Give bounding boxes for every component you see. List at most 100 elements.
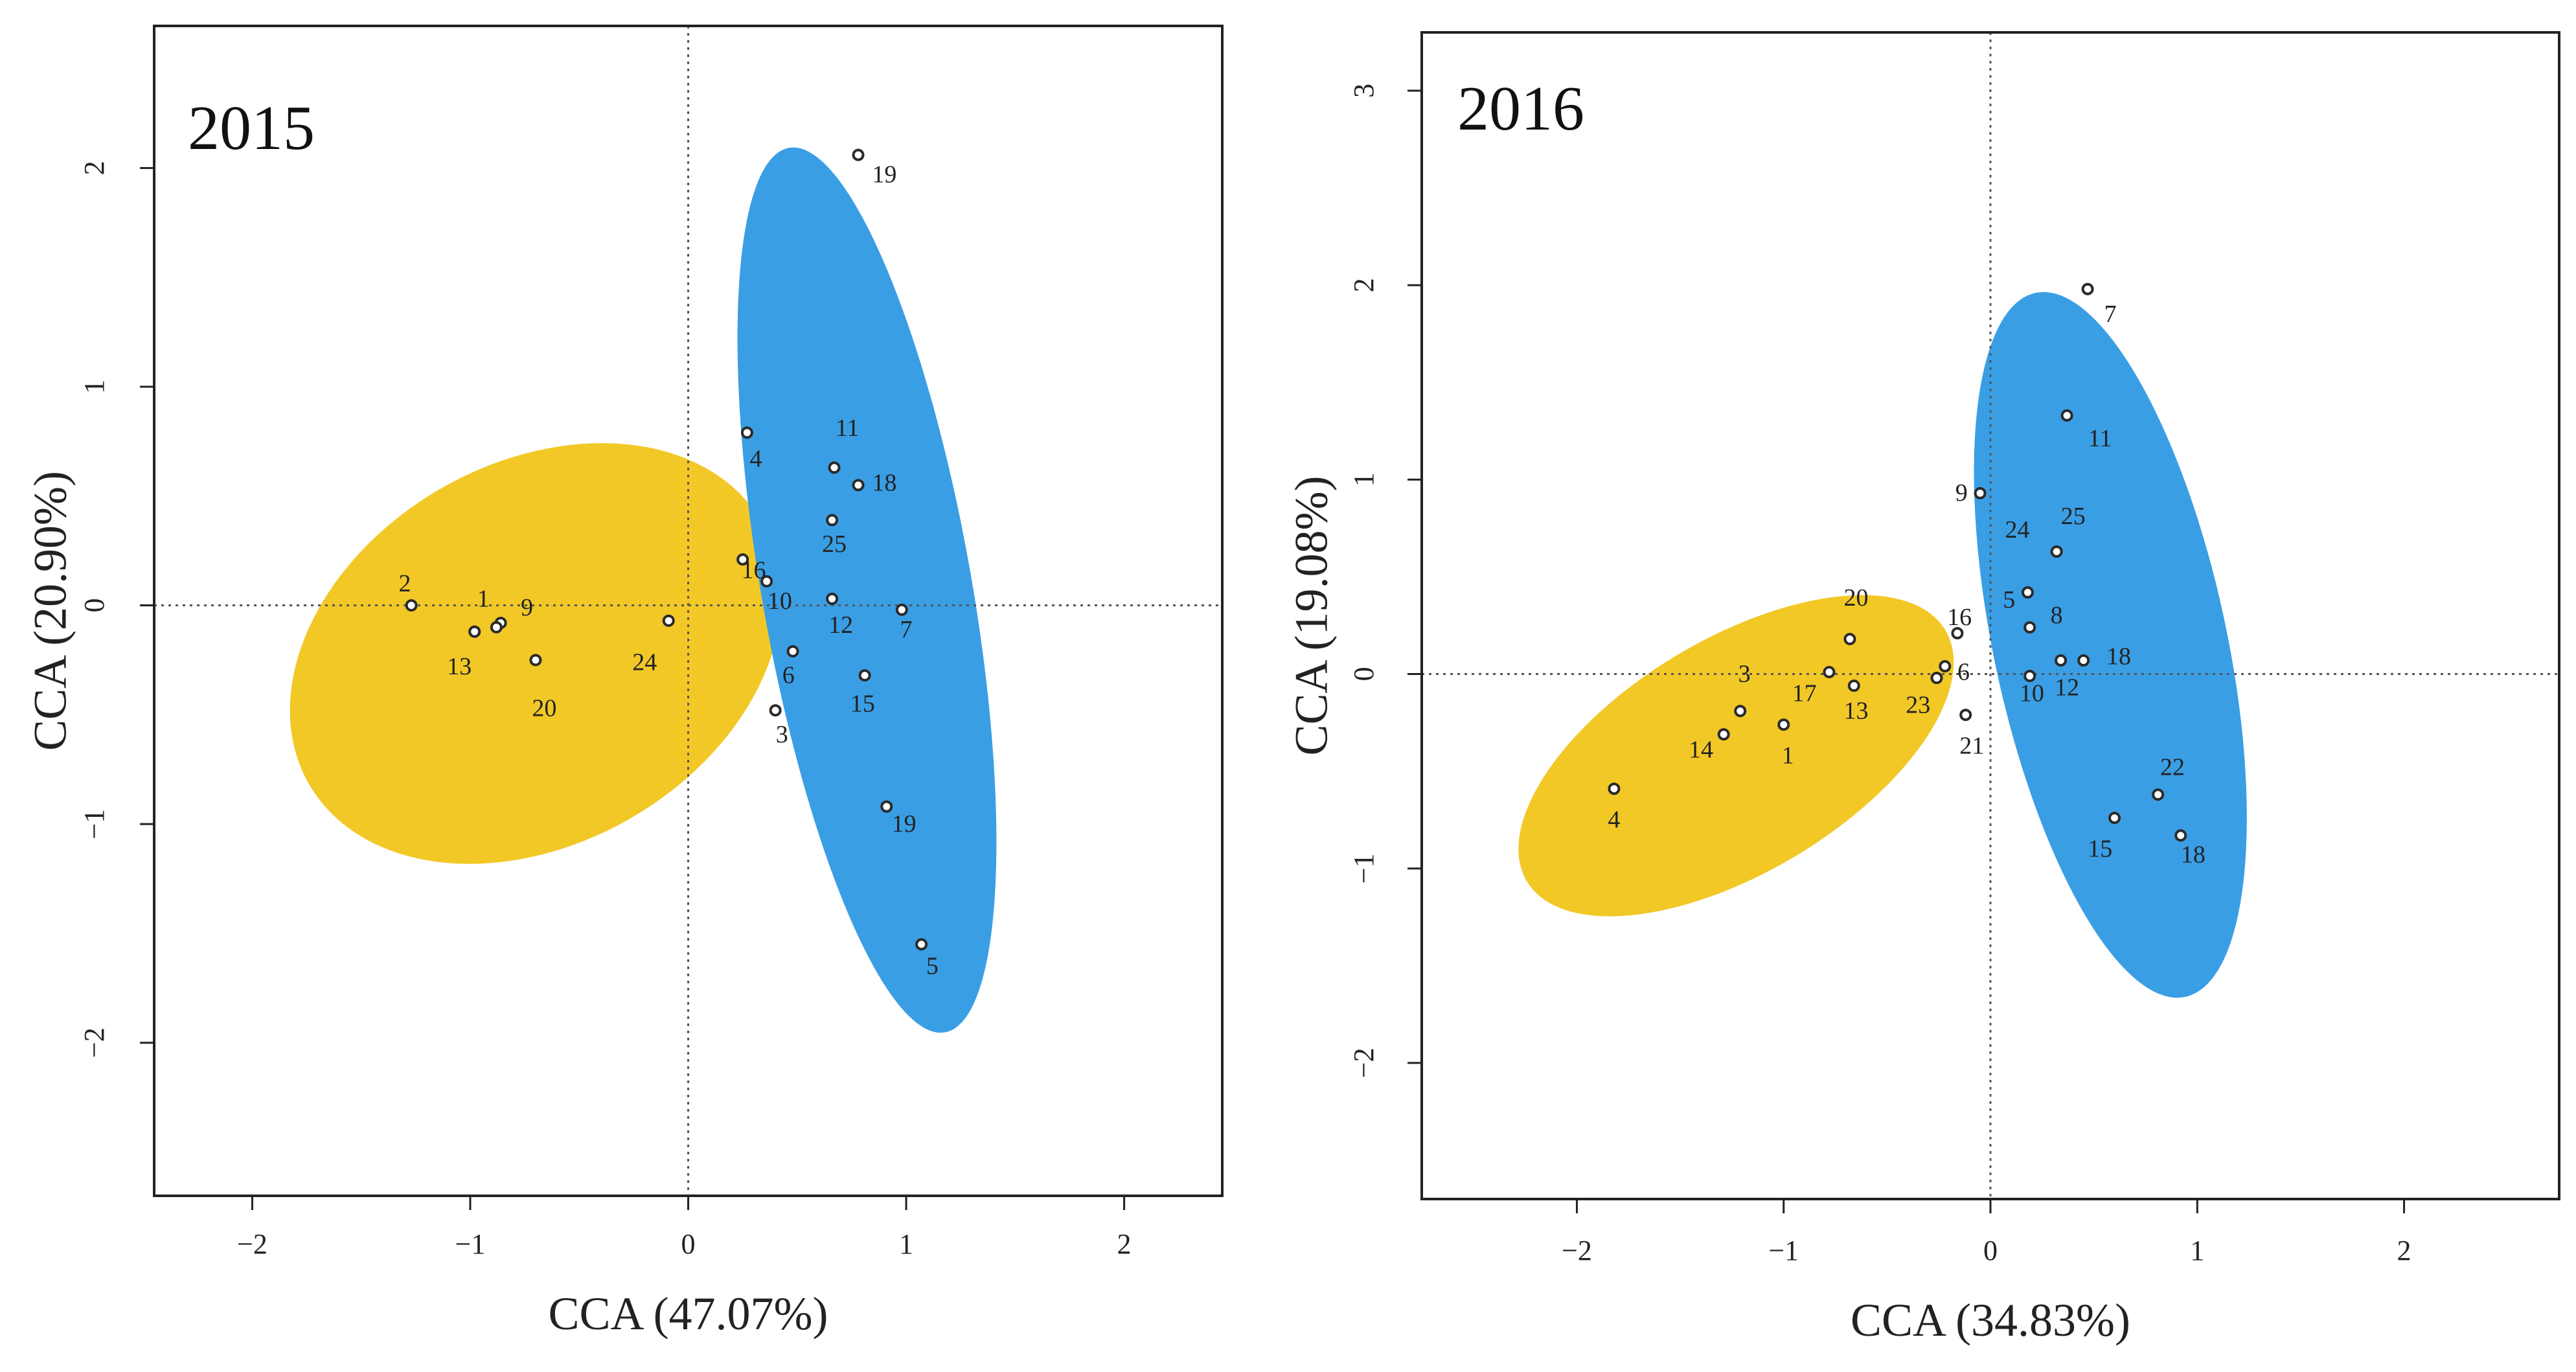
y-tick-label: −1 (1348, 853, 1380, 884)
point-label: 7 (900, 616, 913, 643)
point-label: 24 (632, 648, 657, 676)
data-point (2023, 621, 2036, 634)
data-point (1777, 718, 1790, 731)
point-label: 13 (447, 653, 472, 680)
data-point (1951, 627, 1964, 640)
data-point (2077, 654, 2090, 667)
point-label: 7 (2104, 301, 2117, 328)
data-point (852, 479, 865, 492)
data-point (1608, 783, 1621, 795)
point-label: 25 (2061, 503, 2086, 530)
point-label: 19 (892, 810, 917, 838)
x-tick-label: 0 (681, 1228, 696, 1260)
point-label: 2 (399, 570, 411, 597)
x-tick-label: 1 (899, 1228, 913, 1260)
data-point (2108, 812, 2121, 825)
data-point (2023, 670, 2036, 683)
x-axis-title: CCA (47.07%) (549, 1288, 828, 1340)
ellipse-group_a (1518, 595, 1954, 917)
panel-title: 2016 (1457, 74, 1584, 144)
point-label: 3 (1738, 660, 1751, 687)
point-label: 1 (1782, 742, 1794, 769)
y-tick-label: 2 (1348, 278, 1380, 292)
x-axis-title: CCA (34.83%) (1851, 1294, 2130, 1346)
data-point (915, 938, 928, 951)
point-label: 1 (477, 586, 490, 613)
x-tick-label: 2 (1117, 1228, 1132, 1260)
point-label: 10 (2020, 680, 2044, 707)
point-label: 6 (1957, 658, 1970, 685)
point-label: 4 (749, 445, 762, 472)
point-label: 23 (1906, 691, 1930, 718)
point-label: 18 (872, 470, 896, 497)
point-label: 6 (782, 662, 795, 689)
ellipse-group_a (290, 443, 782, 864)
data-point (2152, 788, 2165, 801)
x-tick-label: −1 (1768, 1235, 1799, 1266)
point-label: 14 (1689, 736, 1713, 763)
data-point (1974, 486, 1987, 499)
point-label: 18 (2181, 841, 2206, 868)
data-point (786, 645, 799, 657)
y-tick-label: 1 (78, 380, 110, 394)
point-label: 20 (1843, 584, 1868, 612)
data-point (880, 800, 893, 813)
data-point (1939, 660, 1952, 673)
y-tick-label: 2 (78, 161, 110, 175)
data-point (1847, 680, 1860, 692)
data-point (2081, 282, 2094, 295)
y-axis-title: CCA (19.08%) (1286, 476, 1338, 756)
point-label: 10 (768, 588, 792, 615)
data-point (769, 704, 782, 717)
point-label: 18 (2106, 643, 2131, 670)
point-label: 8 (2051, 602, 2063, 629)
y-tick-label: 0 (1348, 667, 1380, 681)
point-label: 20 (532, 694, 556, 722)
data-point (895, 603, 908, 616)
point-label: 24 (2005, 516, 2030, 543)
x-tick-label: −2 (1562, 1235, 1592, 1266)
panel-title: 2015 (188, 93, 315, 163)
ellipse-group_b (737, 147, 997, 1033)
data-point (405, 599, 418, 612)
data-point (2055, 654, 2068, 667)
point-label: 11 (2088, 425, 2112, 452)
data-point (1930, 672, 1943, 685)
data-point (2174, 829, 2187, 842)
point-label: 11 (836, 415, 860, 442)
point-label: 12 (2055, 674, 2079, 701)
data-point (858, 669, 871, 682)
x-tick-label: 1 (2190, 1235, 2204, 1266)
y-tick-label: 3 (1348, 84, 1380, 98)
data-point (662, 614, 675, 627)
point-label: 4 (1608, 806, 1620, 833)
data-point (529, 654, 542, 667)
point-label: 5 (2003, 586, 2015, 613)
data-point (852, 148, 865, 161)
point-label: 19 (872, 161, 896, 189)
data-point (468, 625, 481, 638)
data-point (2060, 409, 2073, 422)
data-point (1843, 633, 1856, 646)
y-tick-label: 0 (78, 599, 110, 613)
data-point (740, 426, 753, 439)
point-label: 15 (2088, 835, 2112, 862)
data-point (2021, 586, 2034, 599)
point-label: 5 (926, 953, 939, 980)
point-label: 3 (776, 721, 788, 748)
point-label: 12 (828, 612, 853, 639)
data-point (828, 461, 841, 474)
data-point (1717, 728, 1730, 741)
point-label: 15 (850, 691, 875, 718)
data-point (1823, 666, 1836, 679)
point-label: 9 (521, 594, 533, 621)
data-point (490, 621, 503, 634)
point-label: 17 (1792, 680, 1817, 707)
point-label: 16 (1947, 604, 1972, 631)
data-point (826, 514, 839, 527)
